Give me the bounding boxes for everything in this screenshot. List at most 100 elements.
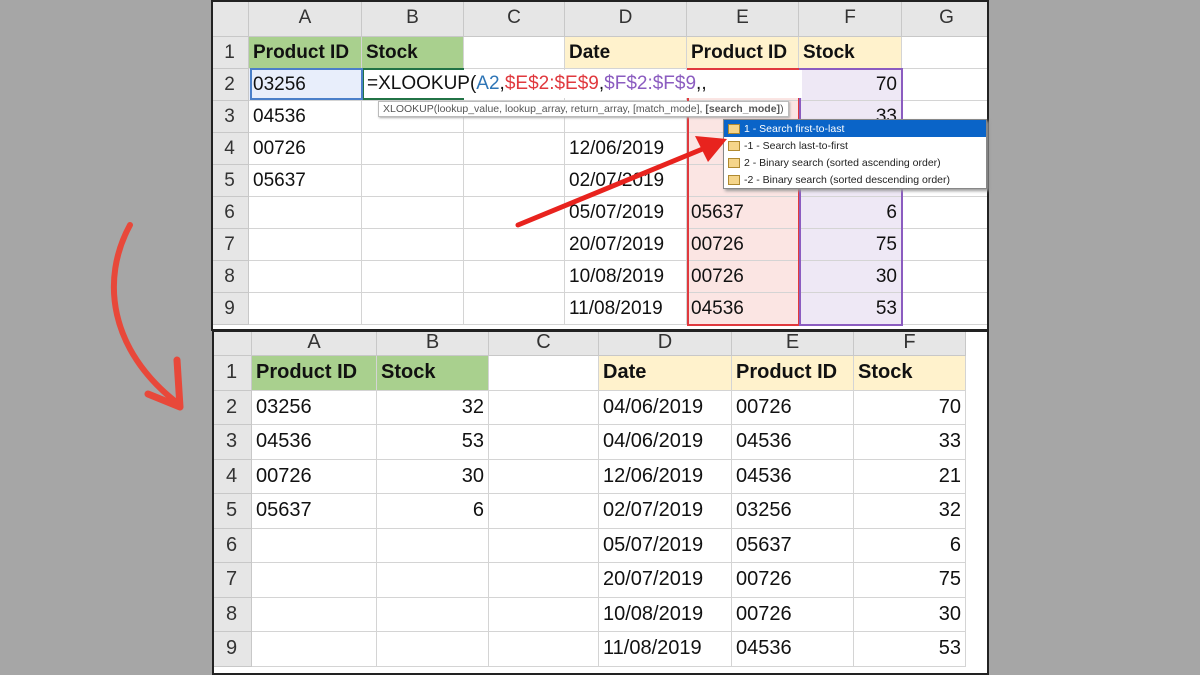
- select-all-corner[interactable]: [213, 2, 249, 37]
- cell-F7[interactable]: 75: [854, 563, 966, 598]
- cell-F6[interactable]: 6: [799, 197, 902, 229]
- cell-D7[interactable]: 20/07/2019: [565, 229, 687, 261]
- cell-C6[interactable]: [464, 197, 565, 229]
- cell-F1[interactable]: Stock: [854, 356, 966, 391]
- column-header-F[interactable]: F: [799, 2, 902, 37]
- cell-G8[interactable]: [902, 261, 987, 293]
- row-header-8[interactable]: 8: [214, 597, 252, 632]
- cell-E7[interactable]: 00726: [687, 229, 799, 261]
- cell-E9[interactable]: 04536: [687, 293, 799, 325]
- cell-A7[interactable]: [249, 229, 362, 261]
- tooltip-current-arg[interactable]: [search_mode]: [705, 103, 781, 115]
- cell-G5[interactable]: [902, 165, 987, 197]
- cell-F8[interactable]: 30: [854, 597, 966, 632]
- row-header-6[interactable]: 6: [213, 197, 249, 229]
- search-mode-dropdown[interactable]: 1 - Search first-to-last -1 - Search last…: [723, 119, 987, 189]
- cell-B8[interactable]: [377, 597, 489, 632]
- cell-D1[interactable]: Date: [599, 356, 732, 391]
- cell-B6[interactable]: [362, 197, 464, 229]
- cell-E2[interactable]: 00726: [732, 390, 854, 425]
- row-header-1[interactable]: 1: [214, 356, 252, 391]
- cell-B3[interactable]: [362, 101, 464, 133]
- cell-B7[interactable]: [362, 229, 464, 261]
- cell-A9[interactable]: [252, 632, 377, 667]
- cell-D1[interactable]: Date: [565, 37, 687, 69]
- column-header-A[interactable]: A: [249, 2, 362, 37]
- cell-C1[interactable]: [489, 356, 599, 391]
- cell-D9[interactable]: 11/08/2019: [599, 632, 732, 667]
- cell-C5[interactable]: [489, 494, 599, 529]
- column-header-E[interactable]: E: [732, 332, 854, 356]
- cell-D5[interactable]: 02/07/2019: [565, 165, 687, 197]
- cell-C3[interactable]: [489, 425, 599, 460]
- cell-A2[interactable]: 03256: [252, 390, 377, 425]
- cell-E7[interactable]: 00726: [732, 563, 854, 598]
- row-header-7[interactable]: 7: [214, 563, 252, 598]
- row-header-5[interactable]: 5: [214, 494, 252, 529]
- cell-A4[interactable]: 00726: [252, 459, 377, 494]
- cell-E4[interactable]: 04536: [732, 459, 854, 494]
- row-header-7[interactable]: 7: [213, 229, 249, 261]
- cell-A1[interactable]: Product ID: [252, 356, 377, 391]
- cell-F8[interactable]: 30: [799, 261, 902, 293]
- cell-B9[interactable]: [377, 632, 489, 667]
- cell-E8[interactable]: 00726: [687, 261, 799, 293]
- cell-D6[interactable]: 05/07/2019: [565, 197, 687, 229]
- row-header-4[interactable]: 4: [213, 133, 249, 165]
- cell-E6[interactable]: 05637: [732, 528, 854, 563]
- cell-B1[interactable]: Stock: [377, 356, 489, 391]
- cell-F1[interactable]: Stock: [799, 37, 902, 69]
- cell-C5[interactable]: [464, 165, 565, 197]
- cell-A9[interactable]: [249, 293, 362, 325]
- column-header-B[interactable]: B: [377, 332, 489, 356]
- cell-C9[interactable]: [464, 293, 565, 325]
- cell-C1[interactable]: [464, 37, 565, 69]
- cell-D5[interactable]: 02/07/2019: [599, 494, 732, 529]
- cell-D2[interactable]: 04/06/2019: [599, 390, 732, 425]
- cell-A1[interactable]: Product ID: [249, 37, 362, 69]
- cell-D3[interactable]: [565, 101, 687, 133]
- cell-C4[interactable]: [489, 459, 599, 494]
- cell-G1[interactable]: [902, 37, 987, 69]
- cell-D4[interactable]: 12/06/2019: [599, 459, 732, 494]
- cell-D9[interactable]: 11/08/2019: [565, 293, 687, 325]
- cell-G2[interactable]: [902, 69, 987, 101]
- cell-G9[interactable]: [902, 293, 987, 325]
- row-header-6[interactable]: 6: [214, 528, 252, 563]
- cell-B9[interactable]: [362, 293, 464, 325]
- cell-C7[interactable]: [489, 563, 599, 598]
- column-header-F[interactable]: F: [854, 332, 966, 356]
- cell-F2[interactable]: 70: [854, 390, 966, 425]
- cell-A7[interactable]: [252, 563, 377, 598]
- cell-G6[interactable]: [902, 197, 987, 229]
- cell-F9[interactable]: 53: [799, 293, 902, 325]
- cell-B4[interactable]: [362, 133, 464, 165]
- cell-B2[interactable]: 32: [377, 390, 489, 425]
- column-header-C[interactable]: C: [464, 2, 565, 37]
- cell-F4[interactable]: 21: [854, 459, 966, 494]
- cell-G7[interactable]: [902, 229, 987, 261]
- cell-F6[interactable]: 6: [854, 528, 966, 563]
- cell-A5[interactable]: 05637: [249, 165, 362, 197]
- cell-B7[interactable]: [377, 563, 489, 598]
- cell-C7[interactable]: [464, 229, 565, 261]
- cell-B5[interactable]: [362, 165, 464, 197]
- cell-A3[interactable]: 04536: [249, 101, 362, 133]
- cell-C9[interactable]: [489, 632, 599, 667]
- cell-A6[interactable]: [249, 197, 362, 229]
- row-header-4[interactable]: 4: [214, 459, 252, 494]
- row-header-2[interactable]: 2: [214, 390, 252, 425]
- row-header-9[interactable]: 9: [214, 632, 252, 667]
- cell-F2[interactable]: 70: [799, 69, 902, 101]
- cell-B4[interactable]: 30: [377, 459, 489, 494]
- cell-A6[interactable]: [252, 528, 377, 563]
- cell-E1[interactable]: Product ID: [687, 37, 799, 69]
- cell-F3[interactable]: 33: [854, 425, 966, 460]
- cell-B3[interactable]: 53: [377, 425, 489, 460]
- column-header-E[interactable]: E: [687, 2, 799, 37]
- column-header-A[interactable]: A: [252, 332, 377, 356]
- row-header-3[interactable]: 3: [213, 101, 249, 133]
- cell-D8[interactable]: 10/08/2019: [565, 261, 687, 293]
- cell-E1[interactable]: Product ID: [732, 356, 854, 391]
- cell-C6[interactable]: [489, 528, 599, 563]
